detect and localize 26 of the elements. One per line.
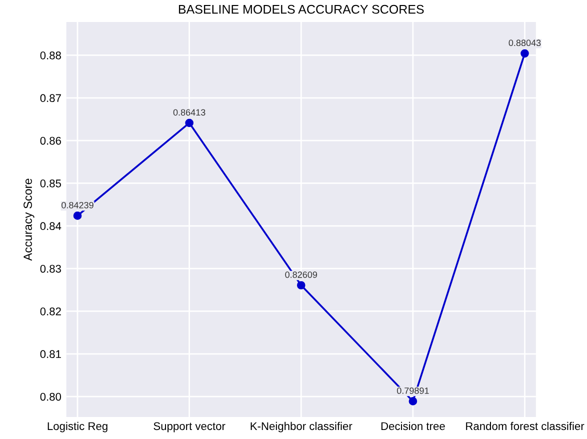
y-tick-label: 0.84	[40, 222, 62, 230]
point	[520, 49, 529, 58]
y-tick-label: 0.86	[40, 136, 61, 145]
point	[296, 281, 306, 290]
x-tick-label: Logistic Reg	[48, 422, 108, 432]
y-tick-label: 0.81	[40, 350, 61, 358]
x-tick-label: Decision tree	[381, 422, 445, 430]
point	[408, 397, 418, 406]
data-label: 0.86413	[173, 109, 206, 116]
y-tick-label: 0.85	[40, 180, 62, 188]
y-tick-label: 0.83	[40, 264, 61, 273]
data-label: 0.82609	[285, 272, 318, 278]
y-tick-label: 0.88	[40, 52, 61, 60]
point	[185, 118, 194, 128]
x-tick-label: K-Neighbor classifier	[250, 422, 352, 432]
y-tick-label: 0.87	[40, 94, 61, 102]
x-tick-label: Random forest classifier	[466, 422, 584, 430]
x-tick-label: Support vector	[154, 422, 226, 432]
point	[73, 212, 82, 220]
y-tick-label: 0.80	[40, 392, 62, 401]
data-label: 0.88043	[508, 40, 541, 46]
data-label: 0.79891	[396, 387, 429, 394]
data-label: 0.84239	[62, 202, 94, 208]
y-tick-label: 0.82	[40, 308, 61, 316]
y-axis-title: Accuracy Score	[24, 178, 34, 261]
chart-title: BASELINE MODELS ACCURACY SCORES	[178, 4, 424, 14]
